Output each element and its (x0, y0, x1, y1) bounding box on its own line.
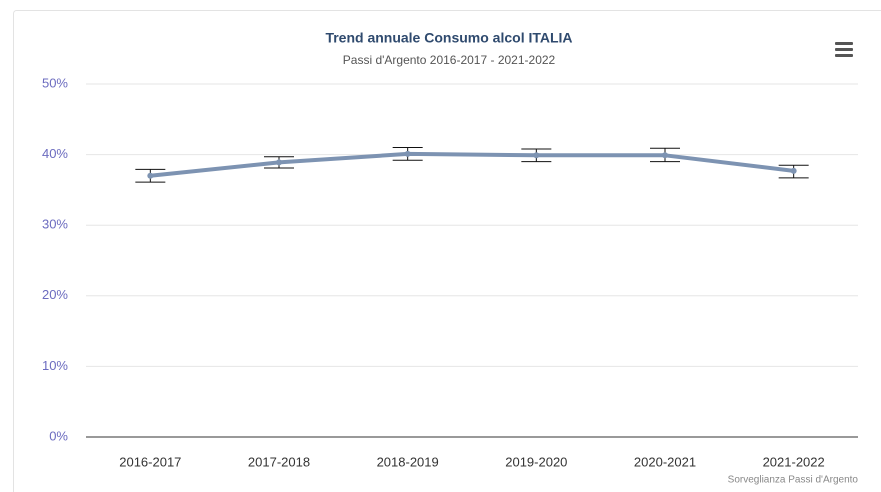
chart-subtitle: Passi d'Argento 2016-2017 - 2021-2022 (343, 53, 556, 67)
card (13, 10, 881, 492)
point (662, 152, 668, 159)
line (150, 151, 794, 178)
y-tick-label: 40% (42, 146, 68, 161)
point (147, 172, 154, 179)
point (533, 152, 540, 159)
y-tick-label: 10% (42, 358, 68, 373)
chart-title: Trend annuale Consumo alcol ITALIA (325, 30, 572, 46)
x-tick-label: 2016-2017 (119, 454, 181, 469)
y-tick-label: 20% (42, 287, 68, 302)
x-tick-label: 2017-2018 (248, 454, 310, 469)
x-tick-label: 2018-2019 (377, 454, 439, 469)
x-tick-label: 2020-2021 (634, 454, 696, 469)
y-tick-label: 50% (42, 75, 68, 90)
x-tick-label: 2021-2022 (763, 454, 825, 469)
x-tick-label: 2019-2020 (505, 454, 567, 469)
credits: Sorveglianza Passi d'Argento (728, 475, 859, 486)
y-tick-label: 30% (42, 217, 68, 232)
point (404, 150, 411, 157)
y-tick-label: 0% (49, 428, 68, 443)
point (790, 167, 797, 174)
point (276, 159, 282, 166)
menu-button[interactable] (835, 42, 853, 57)
